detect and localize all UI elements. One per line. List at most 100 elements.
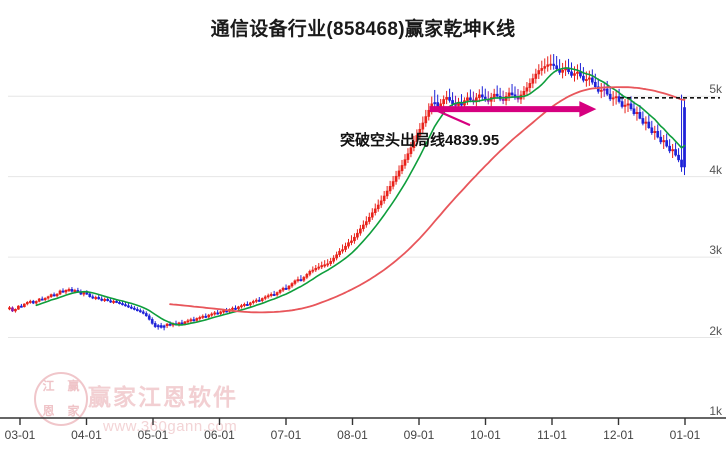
candle-body (254, 299, 258, 302)
candle-body (204, 315, 208, 318)
candle-body (296, 279, 300, 282)
candle-body (17, 305, 20, 310)
candle-body (680, 159, 683, 168)
candle-body (180, 322, 184, 325)
candle-body (546, 64, 550, 67)
candle-body (641, 118, 645, 124)
candle-body (608, 93, 612, 100)
candle-body (192, 319, 196, 322)
candle-body (617, 96, 621, 102)
candle-body (88, 293, 92, 297)
breakout-arrow (429, 101, 597, 127)
candle-body (632, 108, 636, 115)
candle-body (260, 298, 264, 301)
candle-body (124, 304, 127, 307)
breakout-annotation: 突破空头出局线4839.95 (340, 132, 500, 149)
x-axis-tick-label: 10-01 (470, 428, 501, 442)
candle-body (94, 297, 98, 299)
candle-body (385, 190, 389, 197)
candle-body (555, 65, 558, 70)
candle-body (373, 208, 377, 213)
candle-body (144, 313, 148, 317)
candle-body (141, 311, 145, 314)
candle-body (8, 307, 11, 310)
candle-body (451, 100, 454, 105)
candle-body (611, 97, 615, 100)
candle-body (20, 305, 23, 308)
candle-body (257, 299, 261, 302)
candle-body (326, 263, 330, 266)
y-axis-tick-label: 3k (709, 243, 722, 258)
candle-body (168, 323, 172, 326)
candle-body (308, 271, 312, 275)
candle-body (320, 265, 324, 268)
candle-body (626, 103, 630, 106)
candle-body (543, 66, 547, 69)
candle-body (61, 290, 65, 293)
candle-body (382, 195, 386, 202)
candle-body (37, 298, 41, 302)
moving-averages (35, 67, 686, 326)
candle-body (162, 325, 166, 328)
candle-body (323, 264, 327, 267)
candle-body (156, 325, 160, 328)
candle-body (668, 145, 671, 152)
candle-body (49, 294, 53, 297)
candle-body (585, 79, 588, 81)
x-axis-tick-label: 01-01 (669, 428, 701, 442)
candle-body (186, 320, 190, 323)
candle-body (501, 98, 505, 101)
candle-body (210, 313, 214, 316)
candle-body (391, 181, 395, 187)
candle-body (293, 280, 297, 284)
y-axis-tick-label: 1k (709, 404, 722, 418)
x-axis-tick-label: 08-01 (337, 428, 368, 442)
candle-body (635, 112, 639, 115)
candle-body (14, 308, 17, 312)
candle-body (40, 298, 44, 301)
candle-body (147, 315, 151, 320)
candle-body (522, 90, 526, 96)
candle-body (638, 112, 642, 119)
seal-char-2: 赢 (67, 379, 80, 393)
candle-body (570, 71, 573, 76)
candle-body (683, 107, 686, 168)
candle-body (109, 300, 112, 303)
candle-body (602, 88, 606, 91)
candle-body (335, 254, 338, 259)
candle-body (281, 287, 285, 291)
candle-body (409, 147, 413, 154)
candle-body (290, 283, 294, 287)
candle-body (433, 102, 437, 105)
candle-body (287, 285, 291, 290)
candle-body (653, 131, 657, 133)
candle-body (353, 236, 356, 242)
candle-body (46, 296, 50, 299)
candle-body (314, 267, 318, 271)
candle-body (70, 289, 74, 292)
candle-body (231, 307, 234, 310)
candle-body (317, 266, 321, 269)
candle-body (153, 323, 157, 327)
candle-body (644, 121, 648, 124)
candle-body (394, 175, 398, 182)
candle-body (466, 97, 469, 101)
candle-body (448, 97, 451, 101)
ma-fast-line (35, 67, 686, 326)
candle-body (525, 87, 529, 92)
candle-body (272, 294, 276, 296)
candle-body (528, 83, 532, 88)
x-axis-tick-label: 11-01 (537, 428, 567, 442)
candle-body (338, 250, 341, 255)
seal-char-3: 恩 (42, 404, 55, 418)
candle-body (82, 292, 86, 295)
candle-body (207, 314, 211, 318)
candle-body (614, 96, 618, 99)
candle-body (599, 89, 603, 92)
candle-body (201, 315, 205, 318)
x-axis-ticks (19, 418, 686, 425)
candle-body (165, 323, 169, 327)
candle-body (305, 274, 309, 278)
page-title: 通信设备行业(858468)赢家乾坤K线 (210, 19, 516, 40)
seal-char-4: 家 (67, 404, 80, 418)
